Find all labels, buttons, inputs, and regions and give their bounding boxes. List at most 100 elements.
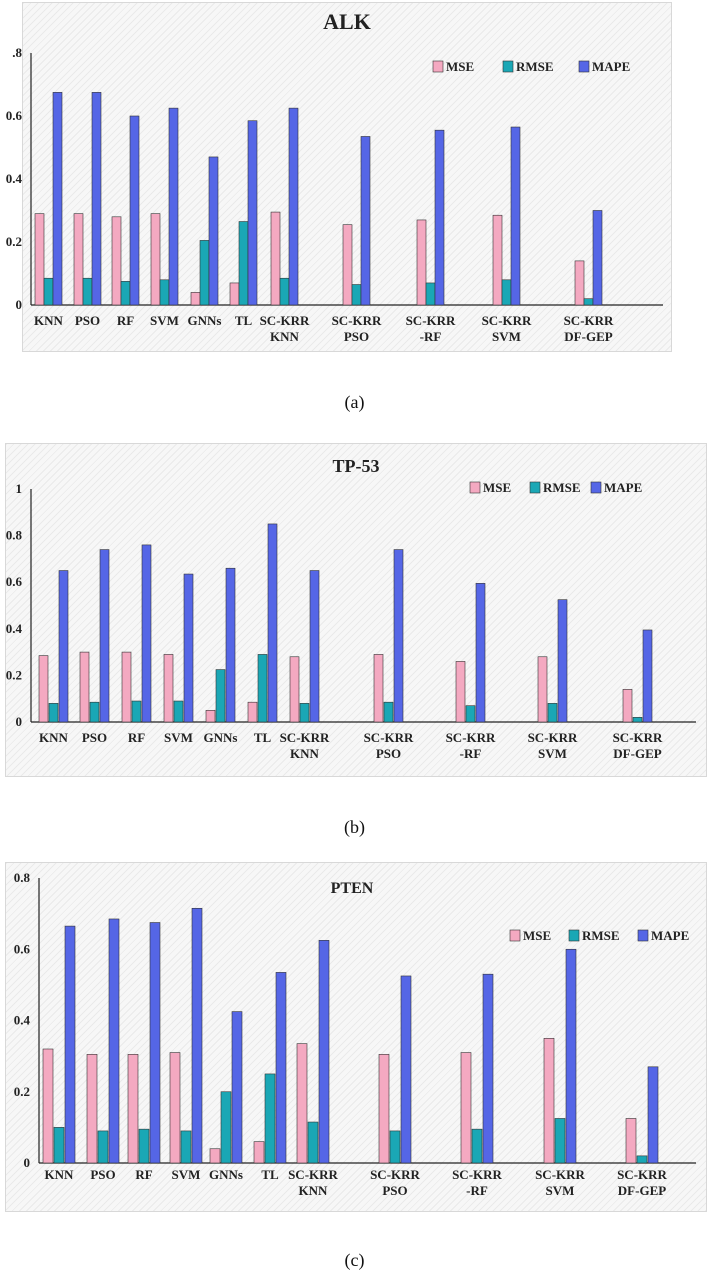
legend-swatch-mse [469, 481, 481, 494]
bar-rmse-sc-krr-knn [307, 1121, 319, 1164]
bar-rmse-sc-krr-pso [383, 701, 394, 723]
bar-mape-sc-krr-rf [482, 973, 494, 1164]
bar-rmse-sc-krr-svm [547, 703, 558, 723]
x-tick-label: SVM [164, 730, 193, 745]
y-tick-label: 0.6 [6, 108, 23, 123]
legend-label-rmse: RMSE [516, 59, 554, 74]
legend-swatch-mape [637, 929, 649, 942]
x-tick-label: SC-KRR KNN [280, 730, 330, 761]
legend-label-mape: MAPE [604, 480, 642, 495]
bar-mape-sc-krr-df-gep [642, 629, 653, 723]
bar-mse-sc-krr-rf [416, 219, 427, 306]
bar-mape-gnns [231, 1011, 243, 1164]
bar-mse-sc-krr-pso [342, 224, 353, 306]
bar-rmse-pso [89, 701, 100, 723]
chart-pten: PTEN 0 0.2 0.4 0.6 0.8 KNN PSO RF SVM GNNs TL SC-KRR… [14, 870, 696, 1198]
bar-mape-pso [108, 918, 120, 1164]
chart-legend: MSE RMSE MAPE [509, 928, 689, 943]
bar-mape-gnns [225, 567, 236, 723]
bar-mape-gnns [208, 156, 219, 306]
bar-mape-sc-krr-knn [318, 940, 330, 1164]
chart-legend: MSE RMSE MAPE [469, 480, 642, 495]
y-tick-label: 0.2 [6, 667, 22, 682]
bar-rmse-sc-krr-rf [425, 282, 436, 306]
bar-rmse-pso [82, 277, 93, 306]
x-tick-label: PSO [82, 730, 107, 745]
bar-mse-rf [127, 1054, 139, 1164]
bar-mape-sc-krr-pso [360, 136, 371, 306]
bar-mse-svm [169, 1052, 181, 1164]
legend-label-rmse: RMSE [582, 928, 620, 943]
x-tick-label: SC-KRR SVM [528, 730, 578, 761]
y-tick-label: 0.8 [6, 528, 23, 543]
bar-mape-sc-krr-rf [475, 583, 486, 723]
legend-swatch-rmse [529, 481, 541, 494]
bar-mape-rf [141, 544, 152, 723]
x-tick-label: SC-KRR DF-GEP [564, 313, 614, 344]
bar-rmse-sc-krr-rf [465, 705, 476, 723]
legend-swatch-mse [509, 929, 521, 942]
bar-mape-rf [129, 115, 140, 306]
chart-panel-alk: ALK 0 0.2 0.4 0.6 .8 KNN PSO RF SVM GNNs TL SC-KRR KN… [6, 2, 672, 352]
x-tick-label: RF [128, 730, 145, 745]
bar-mape-sc-krr-df-gep [647, 1066, 659, 1164]
bar-mse-gnns [209, 1148, 221, 1164]
bar-mape-sc-krr-df-gep [592, 210, 603, 306]
bar-mse-pso [86, 1054, 98, 1164]
bar-mape-sc-krr-pso [400, 975, 412, 1164]
bar-rmse-sc-krr-df-gep [636, 1155, 648, 1164]
bar-rmse-sc-krr-svm [501, 279, 512, 306]
bar-mape-sc-krr-svm [557, 599, 568, 723]
x-tick-label: SC-KRR PSO [332, 313, 382, 344]
legend-label-rmse: RMSE [543, 480, 581, 495]
bar-mse-sc-krr-knn [296, 1043, 308, 1164]
bar-mape-sc-krr-rf [434, 129, 445, 306]
bar-mape-pso [99, 549, 110, 723]
bar-mape-sc-krr-svm [565, 948, 577, 1164]
x-tick-label: SVM [172, 1167, 201, 1182]
chart-panel-pten: PTEN 0 0.2 0.4 0.6 0.8 KNN PSO RF SVM GNNs TL SC-KRR… [5, 862, 707, 1212]
y-tick-label: 0 [24, 1155, 31, 1170]
x-tick-label: TL [235, 313, 253, 328]
y-tick-label: 1 [16, 481, 23, 496]
y-tick-label: 0.4 [14, 1013, 31, 1028]
y-tick-label: 0.4 [6, 171, 23, 186]
bar-mape-sc-krr-knn [309, 570, 320, 723]
legend-swatch-rmse [502, 60, 514, 73]
x-tick-label: RF [117, 313, 134, 328]
y-tick-label: 0.4 [6, 621, 23, 636]
bar-rmse-knn [48, 703, 59, 723]
bar-rmse-gnns [220, 1091, 232, 1164]
x-tick-label: TL [254, 730, 272, 745]
x-tick-label: KNN [34, 313, 64, 328]
bar-mape-pso [91, 92, 102, 306]
caption-c: (c) [344, 1250, 365, 1270]
x-tick-label: SC-KRR -RF [406, 313, 456, 344]
chart-title: TP-53 [333, 456, 380, 476]
bar-mse-tl [247, 701, 258, 723]
bar-mse-sc-krr-df-gep [574, 260, 585, 306]
bar-rmse-knn [53, 1127, 65, 1164]
bar-mape-sc-krr-svm [510, 126, 521, 306]
bar-mse-rf [111, 216, 122, 306]
chart-tp53: TP-53 0 0.2 0.4 0.6 0.8 1 KNN PSO RF SVM GNNs TL SC-K… [6, 456, 696, 761]
x-tick-label: SC-KRR KNN [260, 313, 310, 344]
bar-mse-rf [121, 651, 132, 723]
x-tick-label: PSO [90, 1167, 115, 1182]
bar-mape-svm [168, 107, 179, 306]
x-tick-label: SC-KRR -RF [446, 730, 496, 761]
x-tick-label: SC-KRR KNN [288, 1167, 338, 1198]
y-tick-label: 0.2 [6, 234, 22, 249]
bar-mse-gnns [190, 292, 201, 306]
bar-mape-tl [267, 523, 278, 723]
bar-rmse-sc-krr-df-gep [583, 298, 594, 306]
x-tick-label: SC-KRR SVM [482, 313, 532, 344]
bar-mse-pso [79, 651, 90, 723]
bar-rmse-tl [264, 1073, 276, 1164]
bar-mape-rf [149, 922, 161, 1164]
bar-mse-tl [229, 282, 240, 306]
bar-rmse-gnns [199, 240, 210, 306]
bar-mse-sc-krr-svm [543, 1038, 555, 1164]
bar-mape-tl [275, 972, 287, 1164]
bar-rmse-rf [120, 281, 131, 306]
